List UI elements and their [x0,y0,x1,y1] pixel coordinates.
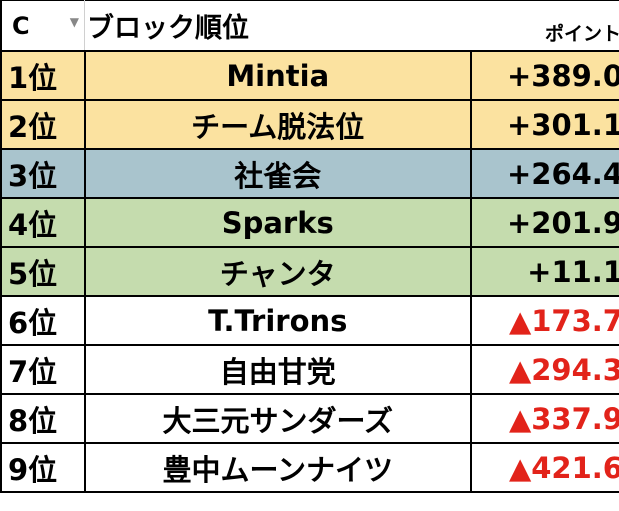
header-title[interactable]: ブロック順位 [84,0,471,52]
column-c-label: C [12,11,30,40]
rank-cell[interactable]: 1位 [0,50,86,101]
team-cell[interactable]: チャンタ [83,246,472,297]
points-cell[interactable]: +201.9 [470,197,619,248]
header-row: C ▼ ブロック順位 ポイント [0,0,619,52]
team-cell[interactable]: Sparks [83,197,472,248]
table-row: 7位 自由甘党 ▲294.3 [0,344,619,395]
team-cell[interactable]: Mintia [83,50,472,101]
table-row: 4位 Sparks +201.9 [0,197,619,248]
points-cell[interactable]: +11.1 [470,246,619,297]
ranking-table: C ▼ ブロック順位 ポイント 1位 Mintia +389.0 2位 チーム脱法位 +3… [0,0,619,493]
rank-cell[interactable]: 8位 [0,393,86,444]
points-cell[interactable]: ▲294.3 [470,344,619,395]
points-cell[interactable]: ▲173.7 [470,295,619,346]
points-cell[interactable]: +389.0 [470,50,619,101]
points-cell[interactable]: ▲421.6 [470,442,619,493]
table-row: 2位 チーム脱法位 +301.1 [0,99,619,150]
rank-cell[interactable]: 2位 [0,99,86,150]
team-cell[interactable]: 社雀会 [83,148,472,199]
rank-cell[interactable]: 6位 [0,295,86,346]
points-cell[interactable]: +301.1 [470,99,619,150]
dropdown-arrow-icon[interactable]: ▼ [69,15,79,29]
team-cell[interactable]: 豊中ムーンナイツ [83,442,472,493]
table-row: 3位 社雀会 +264.4 [0,148,619,199]
table-row: 8位 大三元サンダーズ ▲337.9 [0,393,619,444]
rank-cell[interactable]: 9位 [0,442,86,493]
table-row: 6位 T.Trirons ▲173.7 [0,295,619,346]
table-row: 1位 Mintia +389.0 [0,50,619,101]
rank-cell[interactable]: 4位 [0,197,86,248]
table-row: 5位 チャンタ +11.1 [0,246,619,297]
rank-cell[interactable]: 7位 [0,344,86,395]
team-cell[interactable]: チーム脱法位 [83,99,472,150]
rank-cell[interactable]: 3位 [0,148,86,199]
team-cell[interactable]: 自由甘党 [83,344,472,395]
table-row: 9位 豊中ムーンナイツ ▲421.6 [0,442,619,493]
header-cell-c[interactable]: C ▼ [0,0,85,52]
points-cell[interactable]: +264.4 [470,148,619,199]
points-cell[interactable]: ▲337.9 [470,393,619,444]
rank-cell[interactable]: 5位 [0,246,86,297]
header-points-label[interactable]: ポイント [471,0,619,52]
team-cell[interactable]: 大三元サンダーズ [83,393,472,444]
team-cell[interactable]: T.Trirons [83,295,472,346]
